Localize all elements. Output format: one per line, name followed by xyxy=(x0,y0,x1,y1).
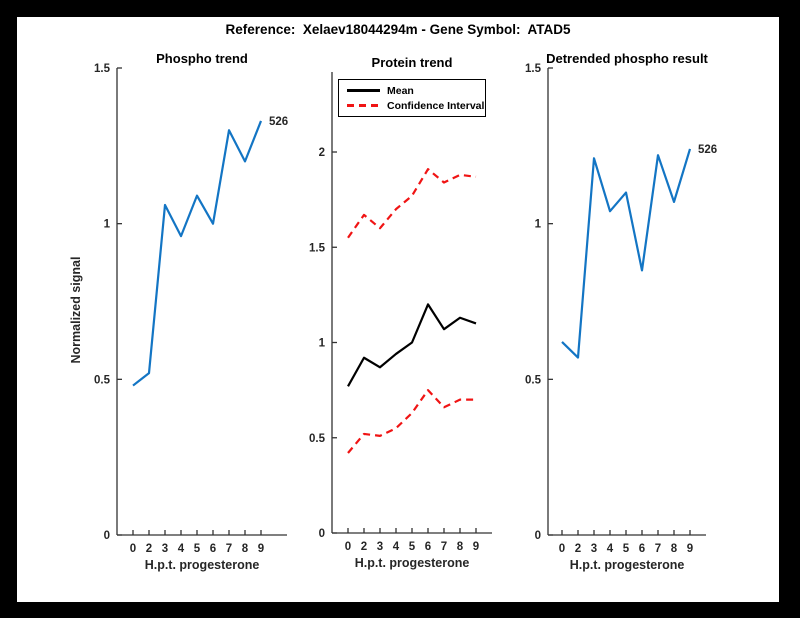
x-tick-label: 9 xyxy=(687,543,693,555)
x-tick-label: 3 xyxy=(162,543,168,555)
confidence-interval-line-sample xyxy=(347,104,380,107)
y-tick-label: 0.5 xyxy=(309,433,326,445)
x-tick-label: 0 xyxy=(130,543,136,555)
y-tick-label: 1.5 xyxy=(94,63,111,75)
legend-box: Mean Confidence Interval xyxy=(338,79,486,117)
x-tick-label: 4 xyxy=(178,543,185,555)
confidence-upper-line xyxy=(347,168,477,239)
y-tick-label: 1.5 xyxy=(309,242,326,254)
x-tick-label: 5 xyxy=(194,543,201,555)
x-tick-label: 7 xyxy=(655,543,661,555)
x-tick-label: 8 xyxy=(242,543,249,555)
x-tick-label: 8 xyxy=(671,543,678,555)
x-tick-label: 4 xyxy=(393,541,400,553)
legend-label-mean: Mean xyxy=(387,84,414,97)
figure-title: Reference: Xelaev18044294m - Gene Symbol… xyxy=(225,22,571,37)
x-tick-label: 2 xyxy=(575,543,581,555)
y-tick-label: 0 xyxy=(319,528,325,540)
legend-label-confidence-interval: Confidence Interval xyxy=(387,99,485,112)
figure-canvas: Reference: Xelaev18044294m - Gene Symbol… xyxy=(17,17,779,602)
legend-entry-mean: Mean xyxy=(339,83,485,98)
series-end-label: 526 xyxy=(269,116,288,128)
x-tick-label: 2 xyxy=(361,541,367,553)
y-tick-label: 1 xyxy=(535,219,542,231)
x-tick-label: 3 xyxy=(591,543,597,555)
x-tick-label: 4 xyxy=(607,543,614,555)
x-tick-label: 6 xyxy=(210,543,216,555)
subplot3-title: Detrended phospho result xyxy=(546,51,708,66)
phospho-signal-line xyxy=(132,120,263,387)
subplot1-title: Phospho trend xyxy=(156,51,248,66)
x-tick-label: 7 xyxy=(441,541,447,553)
x-tick-label: 0 xyxy=(559,543,565,555)
x-tick-label: 5 xyxy=(623,543,630,555)
y-tick-label: 2 xyxy=(319,147,325,159)
x-tick-label: 6 xyxy=(425,541,431,553)
subplot3-x-axis-label: H.p.t. progesterone xyxy=(569,558,685,572)
mean-line xyxy=(347,303,477,387)
x-tick-label: 7 xyxy=(226,543,232,555)
detrended-phospho-signal-line xyxy=(561,148,692,359)
y-tick-label: 1 xyxy=(319,338,326,350)
y-tick-label: 0 xyxy=(104,530,110,542)
x-tick-label: 3 xyxy=(377,541,383,553)
subplot1-x-axis-label: H.p.t. progesterone xyxy=(144,558,260,572)
x-tick-label: 6 xyxy=(639,543,645,555)
legend-entry-confidence-interval: Confidence Interval xyxy=(339,98,485,113)
x-tick-label: 5 xyxy=(409,541,416,553)
y-tick-label: 0.5 xyxy=(94,374,111,386)
x-tick-label: 8 xyxy=(457,541,464,553)
y-tick-label: 0.5 xyxy=(525,374,542,386)
x-tick-label: 9 xyxy=(473,541,479,553)
subplot2-x-axis-label: H.p.t. progesterone xyxy=(354,556,470,570)
y-tick-label: 0 xyxy=(535,530,541,542)
mean-line-sample xyxy=(347,89,380,92)
subplot2-title: Protein trend xyxy=(371,55,453,70)
x-tick-label: 2 xyxy=(146,543,152,555)
series-end-label: 526 xyxy=(698,144,717,156)
y-tick-label: 1 xyxy=(104,219,111,231)
confidence-lower-line xyxy=(347,389,476,454)
x-tick-label: 9 xyxy=(258,543,264,555)
x-tick-label: 0 xyxy=(345,541,351,553)
y-tick-label: 1.5 xyxy=(525,63,542,75)
